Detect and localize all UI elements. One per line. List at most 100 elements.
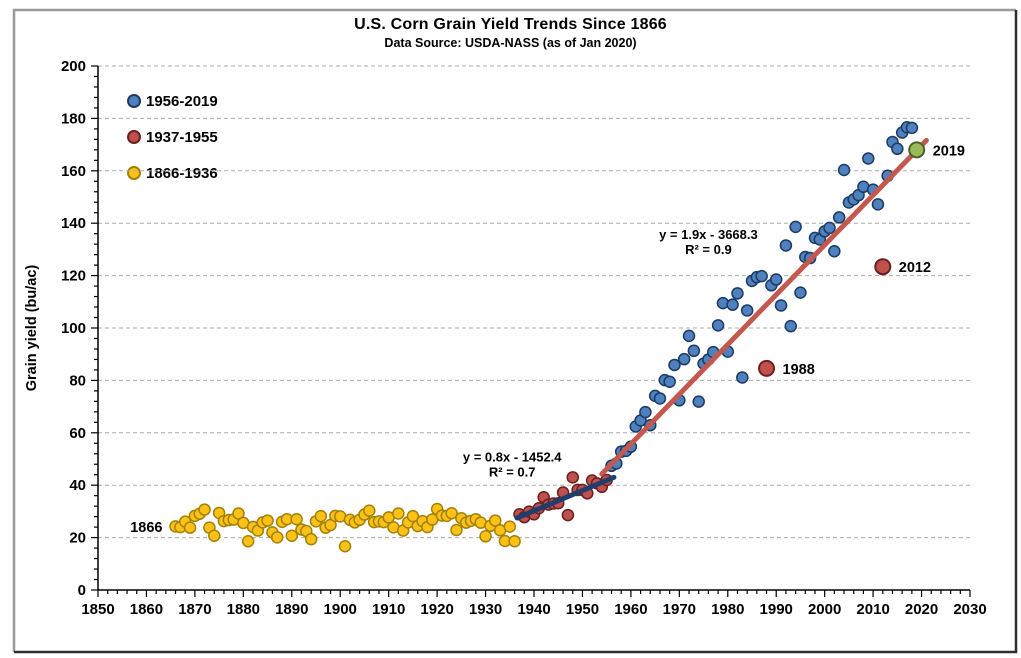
y-tick-label: 0 <box>78 582 86 599</box>
data-point-1866-1936 <box>270 531 284 544</box>
data-point-1956-2019 <box>731 287 744 300</box>
data-point-1866-1936 <box>261 514 274 527</box>
data-point-1866-1936 <box>450 523 463 537</box>
frame-border-dark <box>14 10 1018 654</box>
y-tick-label: 80 <box>69 372 86 389</box>
data-point-1937-1955 <box>561 508 575 522</box>
y-tick-label: 120 <box>61 268 86 285</box>
x-tick-label: 1930 <box>469 601 502 618</box>
data-point-1956-2019 <box>832 211 846 224</box>
x-tick-label: 1980 <box>711 601 744 618</box>
data-point-1866-1936 <box>304 532 318 546</box>
data-point-1866-1936 <box>479 530 492 543</box>
legend-marker-icon <box>127 166 141 180</box>
x-tick-label: 1900 <box>324 601 357 618</box>
trend-equation-2: y = 1.9x - 3668.3 <box>659 227 758 242</box>
data-point-1866-1936 <box>445 506 458 520</box>
x-tick-label: 2000 <box>808 601 841 618</box>
x-tick-label: 1970 <box>663 601 696 618</box>
data-point-1956-2019 <box>653 392 667 405</box>
x-tick-label: 1870 <box>178 601 211 618</box>
data-point-1937-1955 <box>566 471 580 484</box>
legend-label: 1866-1936 <box>146 164 218 182</box>
point-label-2019: 2019 <box>933 143 965 159</box>
data-point-1866-1936 <box>363 504 376 517</box>
point-label-1988: 1988 <box>783 362 815 378</box>
data-point-1956-2019 <box>736 371 749 384</box>
data-point-1866-1936 <box>503 520 517 533</box>
y-tick-label: 40 <box>69 477 86 494</box>
y-tick-label: 20 <box>69 530 86 547</box>
data-point-1866-1936 <box>508 535 521 548</box>
data-point-1956-2019 <box>905 121 919 135</box>
x-tick-label: 1860 <box>130 601 163 618</box>
data-point-1866-1936 <box>314 509 328 523</box>
data-point-1956-2019 <box>828 244 841 258</box>
x-tick-label: 1990 <box>760 601 793 618</box>
legend-item-1937-1955: 1937-1955 <box>127 125 218 149</box>
trend-r2-1: R² = 0.7 <box>489 465 536 480</box>
data-point-1956-2019 <box>837 163 851 177</box>
point-label-2012: 2012 <box>899 260 931 276</box>
x-tick-label: 1920 <box>420 601 453 618</box>
legend-label: 1956-2019 <box>146 92 218 110</box>
data-point-1956-2019 <box>862 152 875 165</box>
data-point-1866-1936 <box>392 507 405 520</box>
data-point-1866-1936 <box>406 509 420 523</box>
trendline-1956-2019 <box>599 137 929 477</box>
highlight-point-2019 <box>908 141 926 159</box>
trend-r2-2: R² = 0.9 <box>685 242 732 257</box>
x-tick-label: 2030 <box>953 601 986 618</box>
y-tick-label: 140 <box>61 215 86 232</box>
legend: 1956-2019 1937-1955 1866-1936 <box>127 89 218 197</box>
data-point-1956-2019 <box>891 142 904 156</box>
data-point-1956-2019 <box>823 221 836 235</box>
chart-subtitle: Data Source: USDA-NASS (as of Jan 2020) <box>384 36 637 50</box>
x-tick-label: 1910 <box>372 601 405 618</box>
data-point-1956-2019 <box>639 405 652 419</box>
x-tick-label: 1940 <box>517 601 550 618</box>
data-point-1866-1936 <box>208 529 221 543</box>
data-point-1866-1936 <box>241 535 255 548</box>
frame-border-light <box>12 8 1016 652</box>
trend-equation-1: y = 0.8x - 1452.4 <box>463 450 562 465</box>
trendline-1937-1955 <box>514 474 617 521</box>
legend-item-1956-2019: 1956-2019 <box>127 89 218 113</box>
data-point-1956-2019 <box>789 220 802 234</box>
data-point-1956-2019 <box>794 286 807 299</box>
x-tick-label: 1950 <box>566 601 599 618</box>
y-tick-label: 160 <box>61 163 86 180</box>
data-point-1866-1936 <box>488 514 502 527</box>
legend-item-1866-1936: 1866-1936 <box>127 161 218 185</box>
legend-label: 1937-1955 <box>146 128 218 146</box>
data-point-1956-2019 <box>663 375 676 388</box>
data-point-1956-2019 <box>871 198 885 211</box>
data-point-1956-2019 <box>677 352 691 366</box>
data-point-1956-2019 <box>682 329 696 343</box>
data-point-1956-2019 <box>784 319 798 333</box>
data-point-1956-2019 <box>779 239 793 252</box>
point-label-1866: 1866 <box>130 520 162 536</box>
data-point-1956-2019 <box>687 344 701 358</box>
y-axis-title: Grain yield (bu/ac) <box>24 265 40 392</box>
y-tick-label: 180 <box>61 110 86 127</box>
data-point-1956-2019 <box>726 298 739 311</box>
data-point-1866-1936 <box>183 521 197 534</box>
x-tick-label: 1850 <box>81 601 114 618</box>
data-point-1956-2019 <box>740 304 754 317</box>
x-tick-label: 1890 <box>275 601 308 618</box>
data-point-1956-2019 <box>774 299 788 312</box>
data-point-1866-1936 <box>285 529 299 543</box>
y-tick-label: 100 <box>61 320 86 337</box>
data-point-1866-1936 <box>198 503 211 516</box>
x-tick-label: 1960 <box>614 601 647 618</box>
highlight-point-1988 <box>758 359 776 377</box>
data-point-1956-2019 <box>711 319 725 332</box>
data-point-1866-1936 <box>290 513 303 526</box>
legend-marker-icon <box>127 94 141 108</box>
x-tick-label: 1880 <box>227 601 260 618</box>
y-tick-label: 60 <box>69 425 86 442</box>
chart-title: U.S. Corn Grain Yield Trends Since 1866 <box>354 16 667 33</box>
data-point-1956-2019 <box>769 273 783 286</box>
